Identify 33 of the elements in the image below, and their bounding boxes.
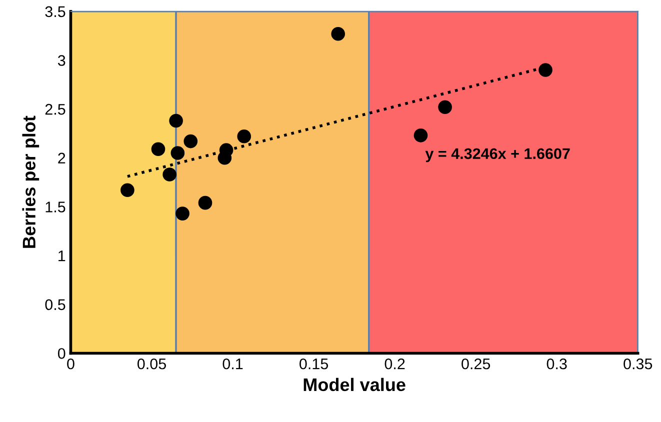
point — [176, 206, 190, 220]
y-tick-label: 0.5 — [45, 299, 66, 310]
x-tick-label: 0.1 — [222, 358, 243, 370]
point — [237, 129, 252, 144]
y-tick-label: 3 — [58, 55, 66, 66]
y-tick-label: 3.5 — [45, 6, 66, 18]
y-axis-title: Berries per plot — [22, 116, 40, 248]
point — [219, 143, 234, 157]
x-tick-label: 0.2 — [384, 358, 405, 370]
point — [184, 134, 198, 148]
y-tick-label: 1 — [58, 250, 66, 262]
x-tick-label: 0.05 — [137, 358, 166, 370]
point — [438, 100, 452, 114]
y-tick-label: 2 — [58, 152, 66, 164]
x-tick-label: 0.15 — [300, 358, 328, 370]
point — [538, 63, 552, 77]
x-axis-title: Model value — [304, 378, 406, 392]
x-tick-label: 0.25 — [462, 358, 490, 370]
point — [151, 142, 166, 156]
annotation: y = 4.3246x + 1.6607 — [425, 148, 570, 162]
x-tick-label: 0 — [67, 358, 74, 370]
x-tick-label: 0.35 — [624, 358, 652, 370]
point — [120, 183, 134, 198]
point — [162, 168, 176, 182]
x-tick-label: 0.3 — [546, 358, 567, 370]
point — [170, 146, 185, 160]
y-tick-label: 1.5 — [46, 202, 66, 212]
y-tick-label: 2.5 — [45, 104, 66, 115]
y-tick-label: 0 — [58, 348, 66, 359]
point — [198, 196, 212, 210]
point — [331, 26, 345, 41]
point — [414, 128, 428, 142]
point — [169, 114, 183, 128]
